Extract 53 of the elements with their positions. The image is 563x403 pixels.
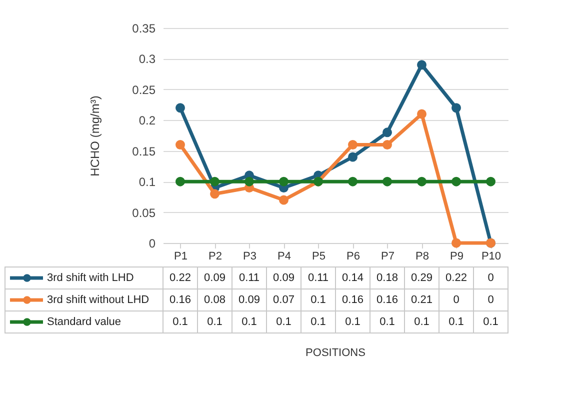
data-label: 0.11 bbox=[308, 272, 329, 284]
x-tick-label: P6 bbox=[346, 250, 360, 262]
data-label: 0.1 bbox=[414, 316, 430, 328]
y-tick-label: 0.35 bbox=[132, 22, 156, 36]
data-label: 0.22 bbox=[446, 272, 467, 284]
y-tick-label: 0.25 bbox=[132, 82, 156, 97]
data-label: 0.21 bbox=[411, 294, 432, 306]
data-label: 0.16 bbox=[170, 294, 191, 306]
data-label: 0.09 bbox=[204, 272, 226, 284]
data-label: 0 bbox=[488, 272, 494, 284]
data-label: 0 bbox=[488, 294, 494, 306]
x-tick-label: P9 bbox=[450, 250, 464, 262]
data-label: 0.18 bbox=[376, 272, 398, 284]
data-label: 0.1 bbox=[483, 316, 498, 328]
data-label: 0.1 bbox=[380, 316, 395, 328]
y-tick-label: 0.3 bbox=[138, 52, 156, 66]
data-label: 0.09 bbox=[273, 272, 294, 284]
x-tick-label: P4 bbox=[278, 250, 291, 262]
data-label: 0.1 bbox=[448, 316, 464, 328]
data-label: 0.16 bbox=[376, 294, 398, 306]
data-label: 0.22 bbox=[170, 272, 191, 284]
x-tick-label: P2 bbox=[208, 250, 222, 262]
data-label: 0.1 bbox=[345, 316, 360, 328]
data-label: 0.1 bbox=[310, 294, 326, 306]
data-label: 0.09 bbox=[238, 294, 260, 306]
x-tick-label: P1 bbox=[174, 250, 188, 262]
data-label: 0.1 bbox=[207, 316, 222, 328]
x-tick-label: P7 bbox=[381, 250, 394, 262]
data-label: 0.14 bbox=[342, 272, 364, 284]
x-tick-label: P10 bbox=[481, 250, 502, 262]
data-label: 0.08 bbox=[204, 294, 226, 306]
data-label: 0.11 bbox=[238, 272, 260, 284]
data-label: 0.1 bbox=[310, 316, 326, 328]
y-tick-label: 0.2 bbox=[138, 114, 156, 128]
y-tick-label: 0.15 bbox=[132, 144, 156, 158]
text: POSITIONS bbox=[306, 347, 366, 359]
x-tick-label: P3 bbox=[243, 250, 256, 262]
data-label: 0.1 bbox=[242, 316, 257, 328]
x-tick-label: P5 bbox=[312, 250, 326, 262]
data-label: 0.07 bbox=[273, 294, 294, 306]
y-tick-label: 0.05 bbox=[132, 206, 156, 220]
data-label: 0.1 bbox=[276, 316, 292, 328]
y-tick-label: 0 bbox=[148, 236, 156, 250]
legend-label: 3rd shift without LHD bbox=[47, 294, 150, 306]
data-label: 0.29 bbox=[411, 272, 432, 284]
data-label: 0.1 bbox=[172, 316, 188, 328]
x-tick-label: P8 bbox=[416, 250, 429, 262]
legend-label: 3rd shift with LHD bbox=[47, 272, 134, 284]
data-label: 0.16 bbox=[342, 294, 364, 306]
legend-label: Standard value bbox=[47, 316, 121, 328]
y-axis-title: HCHO (mg/m³) bbox=[88, 96, 102, 176]
data-label: 0 bbox=[453, 294, 460, 306]
y-tick-label: 0.1 bbox=[138, 175, 156, 190]
